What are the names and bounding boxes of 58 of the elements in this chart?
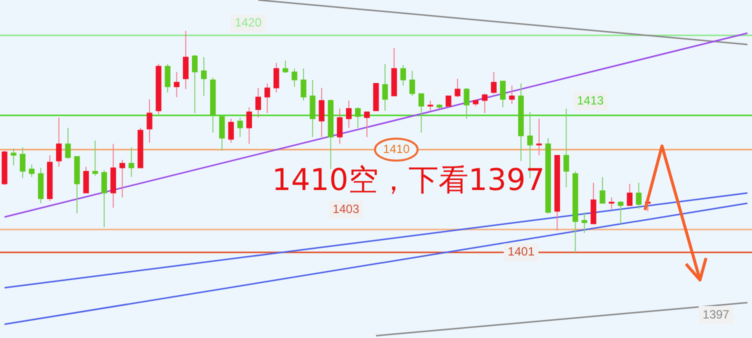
candlestick xyxy=(264,82,270,114)
candlestick xyxy=(92,140,98,176)
candlestick xyxy=(582,212,588,234)
candlestick xyxy=(636,182,642,210)
candlestick xyxy=(482,93,488,114)
candlestick xyxy=(255,87,262,118)
candlestick xyxy=(563,108,570,188)
candlestick xyxy=(300,68,306,101)
candlestick xyxy=(201,56,207,96)
candlestick xyxy=(364,111,370,138)
candlestick xyxy=(400,64,406,86)
candlestick xyxy=(65,127,71,160)
candlestick xyxy=(409,70,416,96)
candlestick xyxy=(20,146,26,179)
annotation: 1397 xyxy=(702,307,730,322)
candlestick xyxy=(509,85,515,104)
candlestick xyxy=(418,93,424,133)
candlestick xyxy=(282,60,288,74)
candlestick xyxy=(146,98,152,144)
candlestick xyxy=(600,176,606,204)
candlestick xyxy=(28,164,35,178)
candlestick xyxy=(346,100,352,128)
candlestick xyxy=(536,118,542,156)
candlestick xyxy=(219,116,225,152)
candlestick xyxy=(174,71,180,98)
candlestick xyxy=(490,71,497,94)
candlestick xyxy=(454,78,460,98)
candlestick xyxy=(618,200,624,224)
candlestick xyxy=(237,117,243,138)
ref-line-label: 1403 xyxy=(332,202,360,216)
candlestick xyxy=(128,146,134,178)
candlestick xyxy=(626,183,633,206)
candlestick xyxy=(464,87,470,120)
candlestick xyxy=(10,148,16,166)
ref-line-label: 1413 xyxy=(576,94,604,108)
ref-line-label: 1420 xyxy=(234,16,262,30)
candlestick xyxy=(355,106,361,128)
annotation: 1410空，下看1397 xyxy=(272,162,545,198)
candlestick xyxy=(382,63,388,112)
candlestick xyxy=(56,117,62,168)
candlestick xyxy=(446,95,452,108)
candlestick xyxy=(164,63,170,93)
candlestick xyxy=(182,30,189,90)
candlestick xyxy=(310,79,316,138)
candlestick xyxy=(336,108,343,144)
candlestick xyxy=(192,54,198,114)
candlestick xyxy=(428,100,434,112)
ref-line-label: 1401 xyxy=(508,244,535,259)
candlestick xyxy=(101,170,108,228)
candlestick xyxy=(292,68,298,88)
candlestick xyxy=(246,106,252,144)
ref-line-label: 1410 xyxy=(382,142,410,156)
candlestick xyxy=(119,159,126,198)
candlestick xyxy=(228,118,234,144)
candlestick xyxy=(83,166,89,194)
candlestick xyxy=(274,62,280,93)
candlestick xyxy=(500,80,506,108)
candlestick xyxy=(318,87,324,138)
